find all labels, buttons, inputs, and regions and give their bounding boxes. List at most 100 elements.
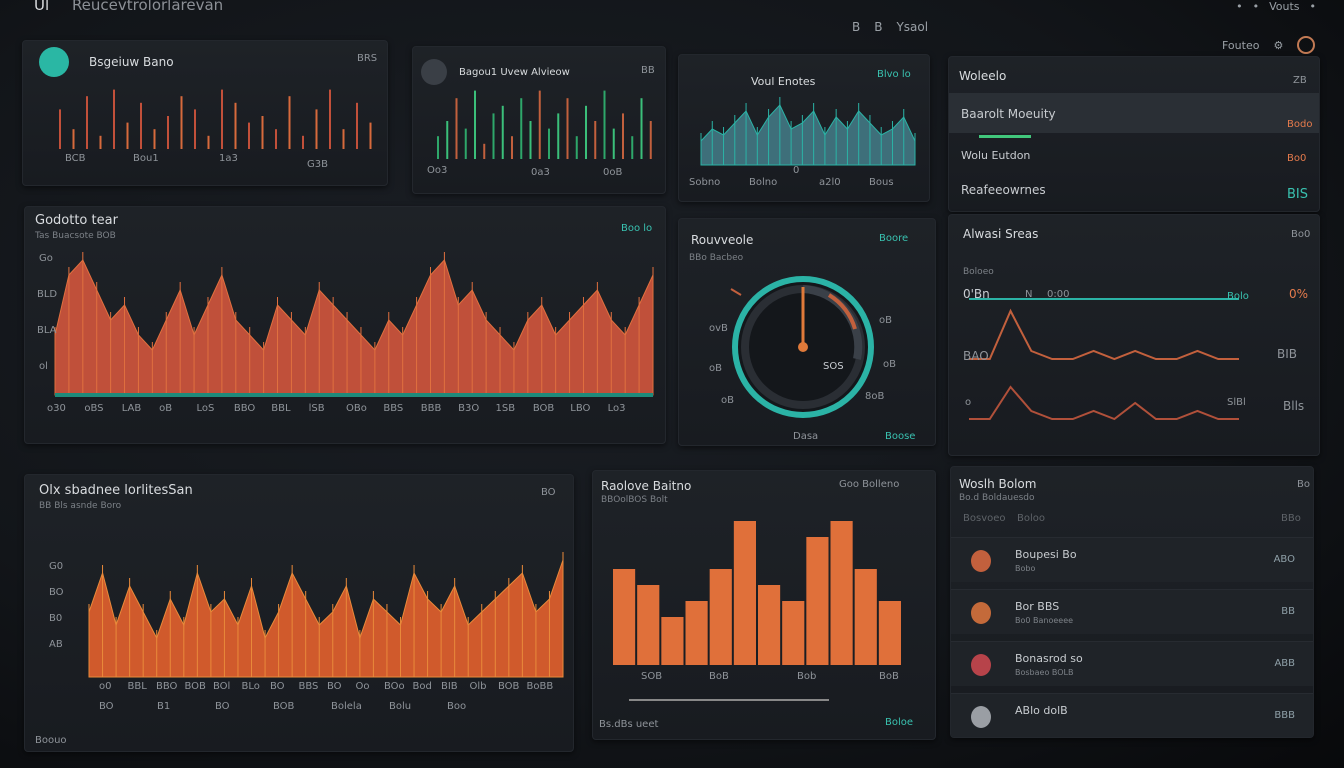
y-tick: B0: [49, 613, 63, 624]
panel-corner[interactable]: Boore: [879, 233, 909, 244]
panel-area-3: Voul Enotes Blvo lo Sobno Bolno 0 a2l0 B…: [678, 54, 930, 202]
panel-subtitle: BBOolBOS Bolt: [601, 495, 668, 505]
bar: [234, 102, 237, 149]
panel-corner[interactable]: Blvo lo: [877, 69, 911, 80]
list-item-icon: [971, 550, 991, 572]
bar: [99, 135, 102, 149]
row-value: Blls: [1283, 399, 1305, 413]
scroll-track[interactable]: [629, 699, 829, 701]
panel-corner[interactable]: BO: [541, 487, 556, 498]
user-controls: Fouteo ⚙: [1222, 36, 1316, 54]
panel-icon: [39, 47, 69, 77]
bar: [640, 98, 643, 159]
user-label[interactable]: Ysaol: [896, 20, 929, 34]
top-icon-group: B B Ysaol: [852, 20, 928, 34]
bar: [637, 585, 660, 665]
panel-corner[interactable]: ZB: [1293, 75, 1307, 86]
list-item[interactable]: Boupesi Bo Bobo ABO: [951, 537, 1313, 582]
x-tick: B1: [157, 701, 171, 712]
bookmark-icon[interactable]: B: [874, 20, 883, 34]
bar: [446, 121, 449, 159]
bar: [782, 601, 805, 665]
x-tick: Bolela: [331, 701, 362, 712]
row-mid: N: [1025, 289, 1033, 300]
panel-corner[interactable]: Bo0: [1291, 229, 1311, 240]
x-tick: BO: [270, 681, 285, 692]
bar: [603, 90, 606, 159]
panel-subtitle: Tas Buacsote BOB: [35, 231, 116, 241]
window-label[interactable]: Vouts: [1269, 0, 1300, 13]
panel-title: Raolove Baitno: [601, 479, 692, 493]
bar: [585, 105, 587, 159]
column-header[interactable]: Boloo: [1017, 513, 1045, 524]
metric-value: BIS: [1287, 187, 1309, 202]
list-item-icon: [971, 706, 991, 728]
column-header[interactable]: Bosvoeo: [963, 513, 1006, 524]
panel-corner[interactable]: Goo Bolleno: [839, 479, 900, 490]
x-tick: 1SB: [495, 403, 516, 414]
gauge-dial[interactable]: [679, 219, 935, 445]
dot-icon[interactable]: •: [1252, 0, 1260, 13]
avatar[interactable]: [1297, 36, 1316, 54]
gauge-foot: Dasa: [793, 431, 819, 442]
list-item-name: Bor BBS: [1015, 600, 1060, 613]
list-item[interactable]: Bor BBS Bo0 Banoeeee BB: [951, 589, 1313, 634]
row-label: BAO: [963, 349, 989, 363]
metric-row-highlight[interactable]: [949, 93, 1319, 133]
bar: [830, 521, 853, 665]
panel-metrics: Woleelo ZB Baarolt Moeuity Bodo Wolu Eut…: [948, 56, 1320, 212]
panel-subtitle: BB Bls asnde Boro: [39, 501, 122, 511]
bar: [474, 90, 476, 159]
settings-icon[interactable]: ⚙: [1273, 38, 1284, 52]
metric-label: Baarolt Moeuity: [961, 107, 1056, 121]
bar: [329, 89, 331, 149]
bar: [878, 601, 901, 665]
x-tick: SOB: [641, 671, 663, 682]
area-chart-3: [700, 97, 916, 166]
panel-corner[interactable]: BRS: [357, 53, 378, 64]
panel-corner[interactable]: BB: [641, 65, 655, 76]
panel-corner[interactable]: Boo lo: [621, 223, 653, 234]
notebook-icon[interactable]: B: [852, 20, 861, 34]
bar: [520, 98, 523, 159]
bar: [72, 129, 75, 149]
bar: [248, 122, 250, 149]
bar: [194, 109, 196, 149]
column-header[interactable]: BBo: [1281, 513, 1301, 524]
panel-bottom-bars: Raolove Baitno BBOolBOS Bolt Goo Bolleno…: [592, 470, 936, 740]
x-tick: Bou1: [133, 153, 159, 164]
x-tick: 0oB: [603, 167, 623, 178]
list-item[interactable]: ABlo dolB BBB: [951, 693, 1313, 737]
panel-subtitle: Boloeo: [963, 267, 994, 277]
x-tick: BOB: [273, 701, 295, 712]
dot-icon[interactable]: •: [1309, 0, 1317, 13]
x-tick: 0: [793, 165, 800, 176]
panel-title: Olx sbadnee lorlitesSan: [39, 483, 193, 498]
panel-activity: Alwasi Sreas Bo0 Boloeo 0'Bn N 0:00 Bolo…: [948, 214, 1320, 456]
bar: [575, 136, 578, 159]
bar: [566, 98, 569, 159]
bar: [113, 89, 115, 149]
row-value: 0:00: [1047, 289, 1070, 300]
panel-list: Woslh Bolom Bo.d Boldauesdo Bo Bosvoeo B…: [950, 466, 1314, 738]
panel-icon: [421, 59, 447, 85]
bar: [492, 113, 495, 159]
x-tick: BBL: [127, 681, 147, 692]
dot-icon[interactable]: •: [1236, 0, 1243, 13]
bar: [59, 109, 61, 149]
bar: [612, 128, 615, 159]
list-item[interactable]: Bonasrod so Bosbaeo BOLB ABB: [951, 641, 1313, 686]
app-logo: Ul: [34, 0, 50, 14]
bar: [594, 121, 597, 159]
row-value: 0%: [1289, 287, 1309, 301]
x-tick: BOB: [184, 681, 206, 692]
y-tick: AB: [49, 639, 63, 650]
x-tick: BLo: [241, 681, 260, 692]
panel-corner[interactable]: Bo: [1297, 479, 1310, 490]
gauge-foot: Boose: [885, 431, 916, 442]
x-tick: oB: [159, 403, 173, 414]
x-tick: Bob: [797, 671, 817, 682]
account-label[interactable]: Fouteo: [1222, 38, 1260, 52]
metric-label: Reafeeowrnes: [961, 183, 1046, 197]
